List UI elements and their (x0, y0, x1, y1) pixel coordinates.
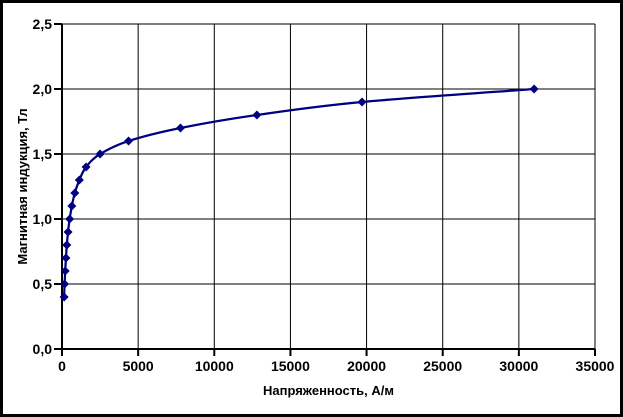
data-point-marker (63, 227, 73, 237)
data-point-marker (61, 253, 71, 263)
y-tick-label: 2,5 (33, 16, 53, 32)
bh-curve-chart: 0,0 0,5 1,0 1,5 2,0 2,5 0 5000 10000 15000 20000 25… (15, 16, 615, 398)
data-point-marker (124, 136, 134, 146)
data-point-marker (70, 188, 80, 198)
data-point-marker (81, 162, 91, 172)
y-tick-label: 0,0 (33, 341, 53, 357)
x-axis-title: Напряженность, А/м (263, 383, 394, 398)
y-tick-label: 1,5 (33, 146, 53, 162)
x-tick-label: 20000 (347, 358, 386, 374)
data-point-marker (60, 279, 70, 289)
data-point-marker (60, 266, 70, 276)
data-point-marker (175, 123, 185, 133)
y-tick-label: 1,0 (33, 211, 53, 227)
x-tick-label: 5000 (123, 358, 154, 374)
data-point-marker (65, 214, 75, 224)
x-tick-label: 30000 (499, 358, 538, 374)
data-point-marker (357, 97, 367, 107)
data-point-marker (529, 84, 539, 94)
data-point-marker (62, 240, 72, 250)
x-tick-label: 15000 (271, 358, 310, 374)
x-tick-label: 0 (58, 358, 66, 374)
data-point-marker (67, 201, 77, 211)
y-axis-title: Магнитная индукция, Тл (15, 108, 30, 264)
y-tick-label: 2,0 (33, 81, 53, 97)
y-tick-label: 0,5 (33, 276, 53, 292)
x-tick-label: 10000 (195, 358, 234, 374)
data-point-marker (74, 175, 84, 185)
x-tick-label: 35000 (576, 358, 615, 374)
data-point-marker (95, 149, 105, 159)
magnetization-curve (62, 87, 536, 299)
x-tick-label: 25000 (423, 358, 462, 374)
data-point-marker (252, 110, 262, 120)
data-point-marker (59, 292, 69, 302)
